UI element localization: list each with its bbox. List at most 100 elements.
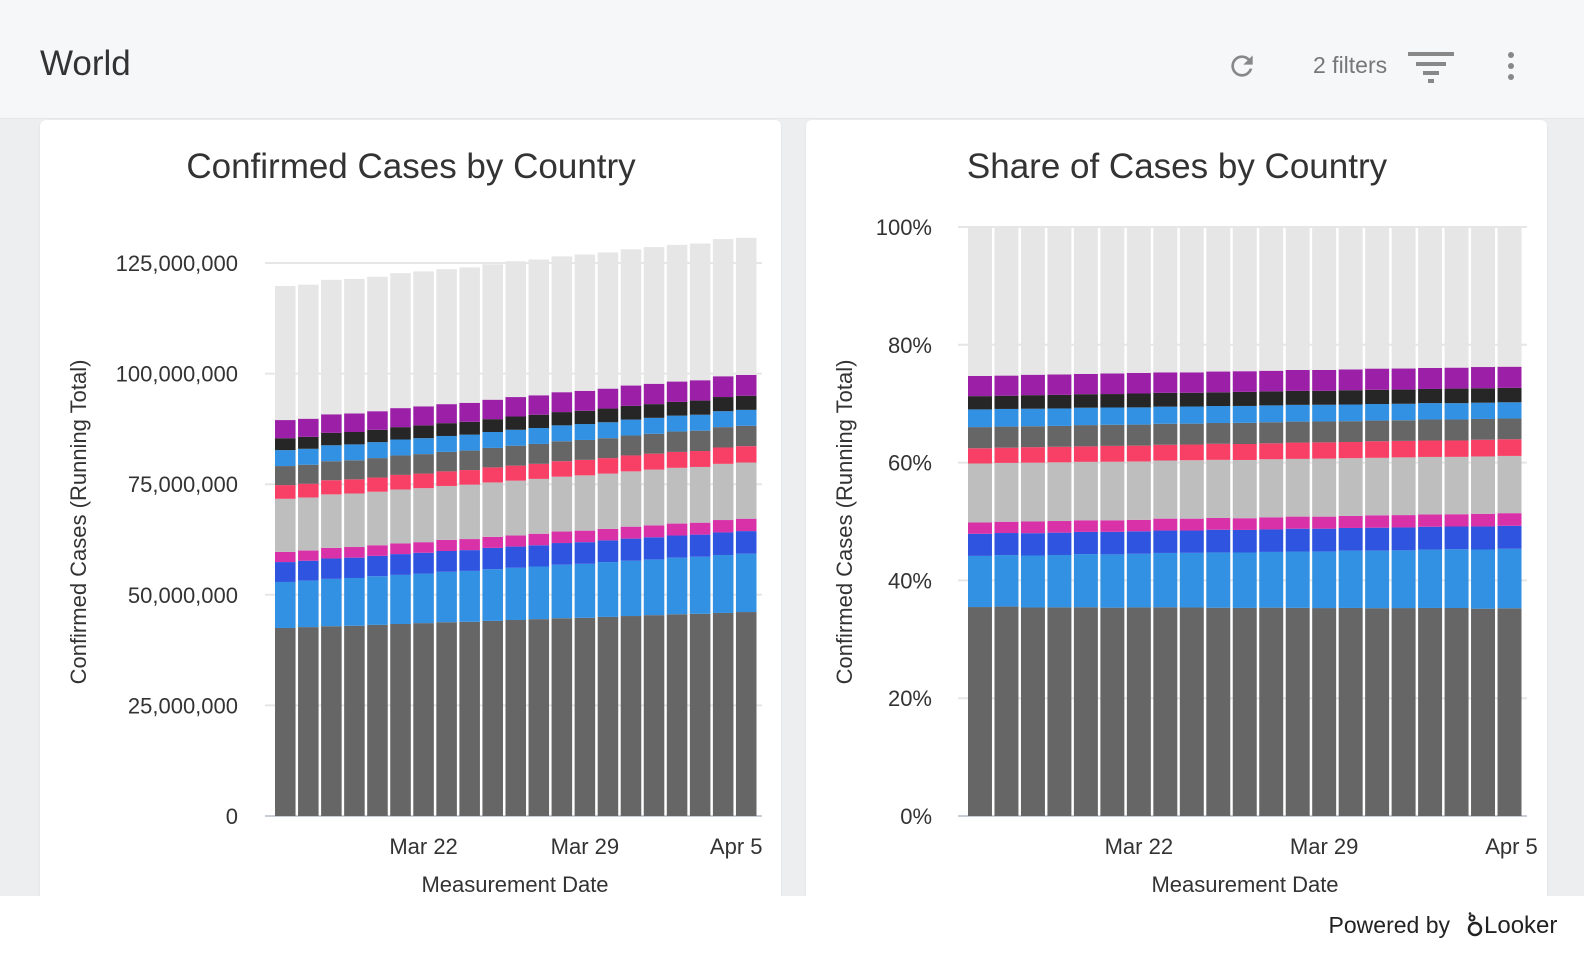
bar-segment-apr-2-series-7[interactable] [1418, 419, 1443, 441]
bar-segment-mar-19-series-10[interactable] [344, 413, 365, 432]
bar-segment-mar-30-series-5[interactable] [1338, 458, 1363, 516]
bar-segment-mar-30-series-3[interactable] [1338, 527, 1363, 551]
bar-segment-apr-5-series-3[interactable] [735, 531, 757, 554]
bar-segment-mar-27-series-7[interactable] [1259, 422, 1284, 444]
bar-segment-mar-25-series-1[interactable] [482, 620, 503, 816]
bar-segment-apr-4-series-8[interactable] [712, 411, 734, 428]
bar-segment-mar-26-series-8[interactable] [505, 429, 527, 446]
bar-segment-apr-5-series-9[interactable] [1497, 387, 1522, 403]
bar-segment-mar-24-series-2[interactable] [459, 570, 480, 622]
bar-segment-mar-20-series-4[interactable] [367, 545, 388, 556]
bar-segment-apr-3-series-6[interactable] [1444, 440, 1469, 457]
bar-segment-mar-27-series-5[interactable] [528, 478, 550, 534]
bar-segment-mar-19-series-2[interactable] [344, 577, 365, 626]
bar-segment-apr-5-series-9[interactable] [735, 395, 757, 410]
bar-segment-mar-26-series-4[interactable] [1232, 518, 1257, 530]
bar-segment-apr-1-series-10[interactable] [1391, 368, 1416, 390]
bar-segment-apr-3-series-11[interactable] [1444, 227, 1469, 368]
bar-segment-mar-30-series-6[interactable] [597, 458, 619, 474]
bar-segment-apr-1-series-6[interactable] [1391, 440, 1416, 458]
bar-segment-mar-20-series-1[interactable] [367, 624, 388, 816]
bar-segment-apr-3-series-1[interactable] [1444, 607, 1469, 816]
bar-segment-mar-25-series-7[interactable] [482, 447, 503, 468]
bar-segment-mar-26-series-3[interactable] [505, 546, 527, 568]
bar-segment-mar-19-series-8[interactable] [1047, 408, 1072, 426]
bar-segment-mar-31-series-7[interactable] [620, 435, 642, 456]
bar-segment-mar-16-series-1[interactable] [968, 607, 992, 816]
bar-segment-apr-4-series-3[interactable] [712, 532, 734, 555]
bar-segment-mar-23-series-5[interactable] [436, 485, 457, 540]
bar-segment-mar-19-series-7[interactable] [344, 460, 365, 480]
bar-segment-mar-19-series-10[interactable] [1047, 374, 1072, 395]
bar-segment-mar-18-series-8[interactable] [1020, 408, 1045, 427]
bar-segment-mar-16-series-9[interactable] [968, 396, 992, 410]
bar-segment-mar-17-series-2[interactable] [994, 555, 1019, 607]
bar-segment-mar-22-series-10[interactable] [1126, 372, 1151, 394]
bar-segment-mar-29-series-7[interactable] [574, 439, 596, 460]
bar-segment-mar-29-series-1[interactable] [574, 617, 596, 816]
bar-segment-mar-25-series-3[interactable] [1206, 529, 1231, 553]
bar-segment-mar-25-series-6[interactable] [482, 467, 503, 483]
bar-segment-mar-28-series-4[interactable] [551, 531, 573, 544]
bar-segment-apr-1-series-9[interactable] [1391, 389, 1416, 404]
bar-segment-apr-3-series-7[interactable] [1444, 419, 1469, 441]
bar-segment-mar-27-series-3[interactable] [1259, 529, 1284, 552]
bar-segment-mar-16-series-7[interactable] [275, 466, 296, 486]
bar-segment-mar-26-series-1[interactable] [1232, 607, 1257, 816]
bar-segment-mar-28-series-8[interactable] [551, 425, 573, 442]
bar-segment-mar-24-series-7[interactable] [1179, 423, 1204, 445]
bar-segment-mar-27-series-6[interactable] [528, 463, 550, 479]
bar-segment-apr-5-series-8[interactable] [1497, 402, 1522, 419]
bar-segment-mar-23-series-6[interactable] [1153, 444, 1178, 461]
bar-segment-apr-5-series-5[interactable] [735, 462, 757, 519]
bar-segment-mar-25-series-7[interactable] [1206, 423, 1231, 444]
bar-segment-mar-29-series-11[interactable] [1312, 227, 1337, 370]
bar-segment-mar-28-series-1[interactable] [1285, 607, 1310, 816]
bar-segment-mar-28-series-11[interactable] [1285, 227, 1310, 370]
bar-segment-apr-2-series-3[interactable] [666, 535, 688, 558]
bar-segment-apr-1-series-9[interactable] [643, 404, 665, 418]
bar-segment-apr-5-series-6[interactable] [735, 446, 757, 463]
bar-segment-mar-22-series-11[interactable] [1126, 227, 1151, 373]
bar-segment-apr-1-series-2[interactable] [1391, 550, 1416, 609]
bar-segment-mar-17-series-1[interactable] [298, 627, 319, 816]
bar-segment-apr-2-series-10[interactable] [1418, 367, 1443, 389]
bar-segment-apr-2-series-3[interactable] [1418, 526, 1443, 550]
bar-segment-mar-29-series-1[interactable] [1312, 608, 1337, 816]
bar-segment-mar-20-series-9[interactable] [367, 429, 388, 443]
bar-segment-mar-30-series-11[interactable] [1338, 227, 1363, 370]
bar-segment-mar-29-series-3[interactable] [1312, 528, 1337, 552]
bar-segment-mar-31-series-6[interactable] [620, 455, 642, 472]
bar-segment-apr-1-series-6[interactable] [643, 453, 665, 470]
bar-segment-mar-22-series-8[interactable] [413, 438, 434, 455]
bar-segment-apr-1-series-10[interactable] [643, 383, 665, 405]
bar-segment-mar-28-series-7[interactable] [551, 441, 573, 462]
bar-segment-mar-24-series-5[interactable] [459, 484, 480, 540]
bar-segment-mar-31-series-1[interactable] [620, 616, 642, 816]
bar-segment-mar-27-series-8[interactable] [1259, 405, 1284, 423]
bar-segment-mar-25-series-8[interactable] [482, 431, 503, 448]
bar-segment-apr-2-series-9[interactable] [666, 401, 688, 416]
bar-segment-apr-5-series-4[interactable] [735, 518, 757, 532]
bar-segment-mar-21-series-3[interactable] [1100, 531, 1125, 555]
bar-segment-apr-5-series-7[interactable] [735, 425, 757, 447]
bar-segment-apr-4-series-6[interactable] [1471, 439, 1496, 457]
bar-segment-mar-16-series-3[interactable] [275, 562, 296, 582]
bar-segment-mar-19-series-6[interactable] [1047, 446, 1072, 463]
bar-segment-mar-26-series-3[interactable] [1232, 529, 1257, 553]
bar-segment-mar-26-series-9[interactable] [505, 416, 527, 430]
bar-segment-mar-16-series-2[interactable] [275, 581, 296, 628]
bar-segment-mar-23-series-1[interactable] [436, 622, 457, 816]
bar-segment-mar-16-series-10[interactable] [275, 420, 296, 439]
bar-segment-mar-17-series-9[interactable] [994, 395, 1019, 409]
bar-segment-mar-20-series-10[interactable] [1073, 373, 1098, 395]
bar-segment-mar-18-series-6[interactable] [321, 480, 342, 495]
bar-segment-apr-5-series-1[interactable] [1497, 608, 1522, 816]
bar-segment-mar-22-series-3[interactable] [1126, 531, 1151, 554]
bar-segment-mar-23-series-9[interactable] [1153, 392, 1178, 407]
bar-segment-mar-28-series-7[interactable] [1285, 421, 1310, 443]
bar-segment-mar-18-series-7[interactable] [321, 461, 342, 481]
bar-segment-apr-4-series-2[interactable] [712, 554, 734, 613]
bar-segment-mar-27-series-10[interactable] [1259, 370, 1284, 392]
bar-segment-mar-16-series-4[interactable] [275, 551, 296, 563]
